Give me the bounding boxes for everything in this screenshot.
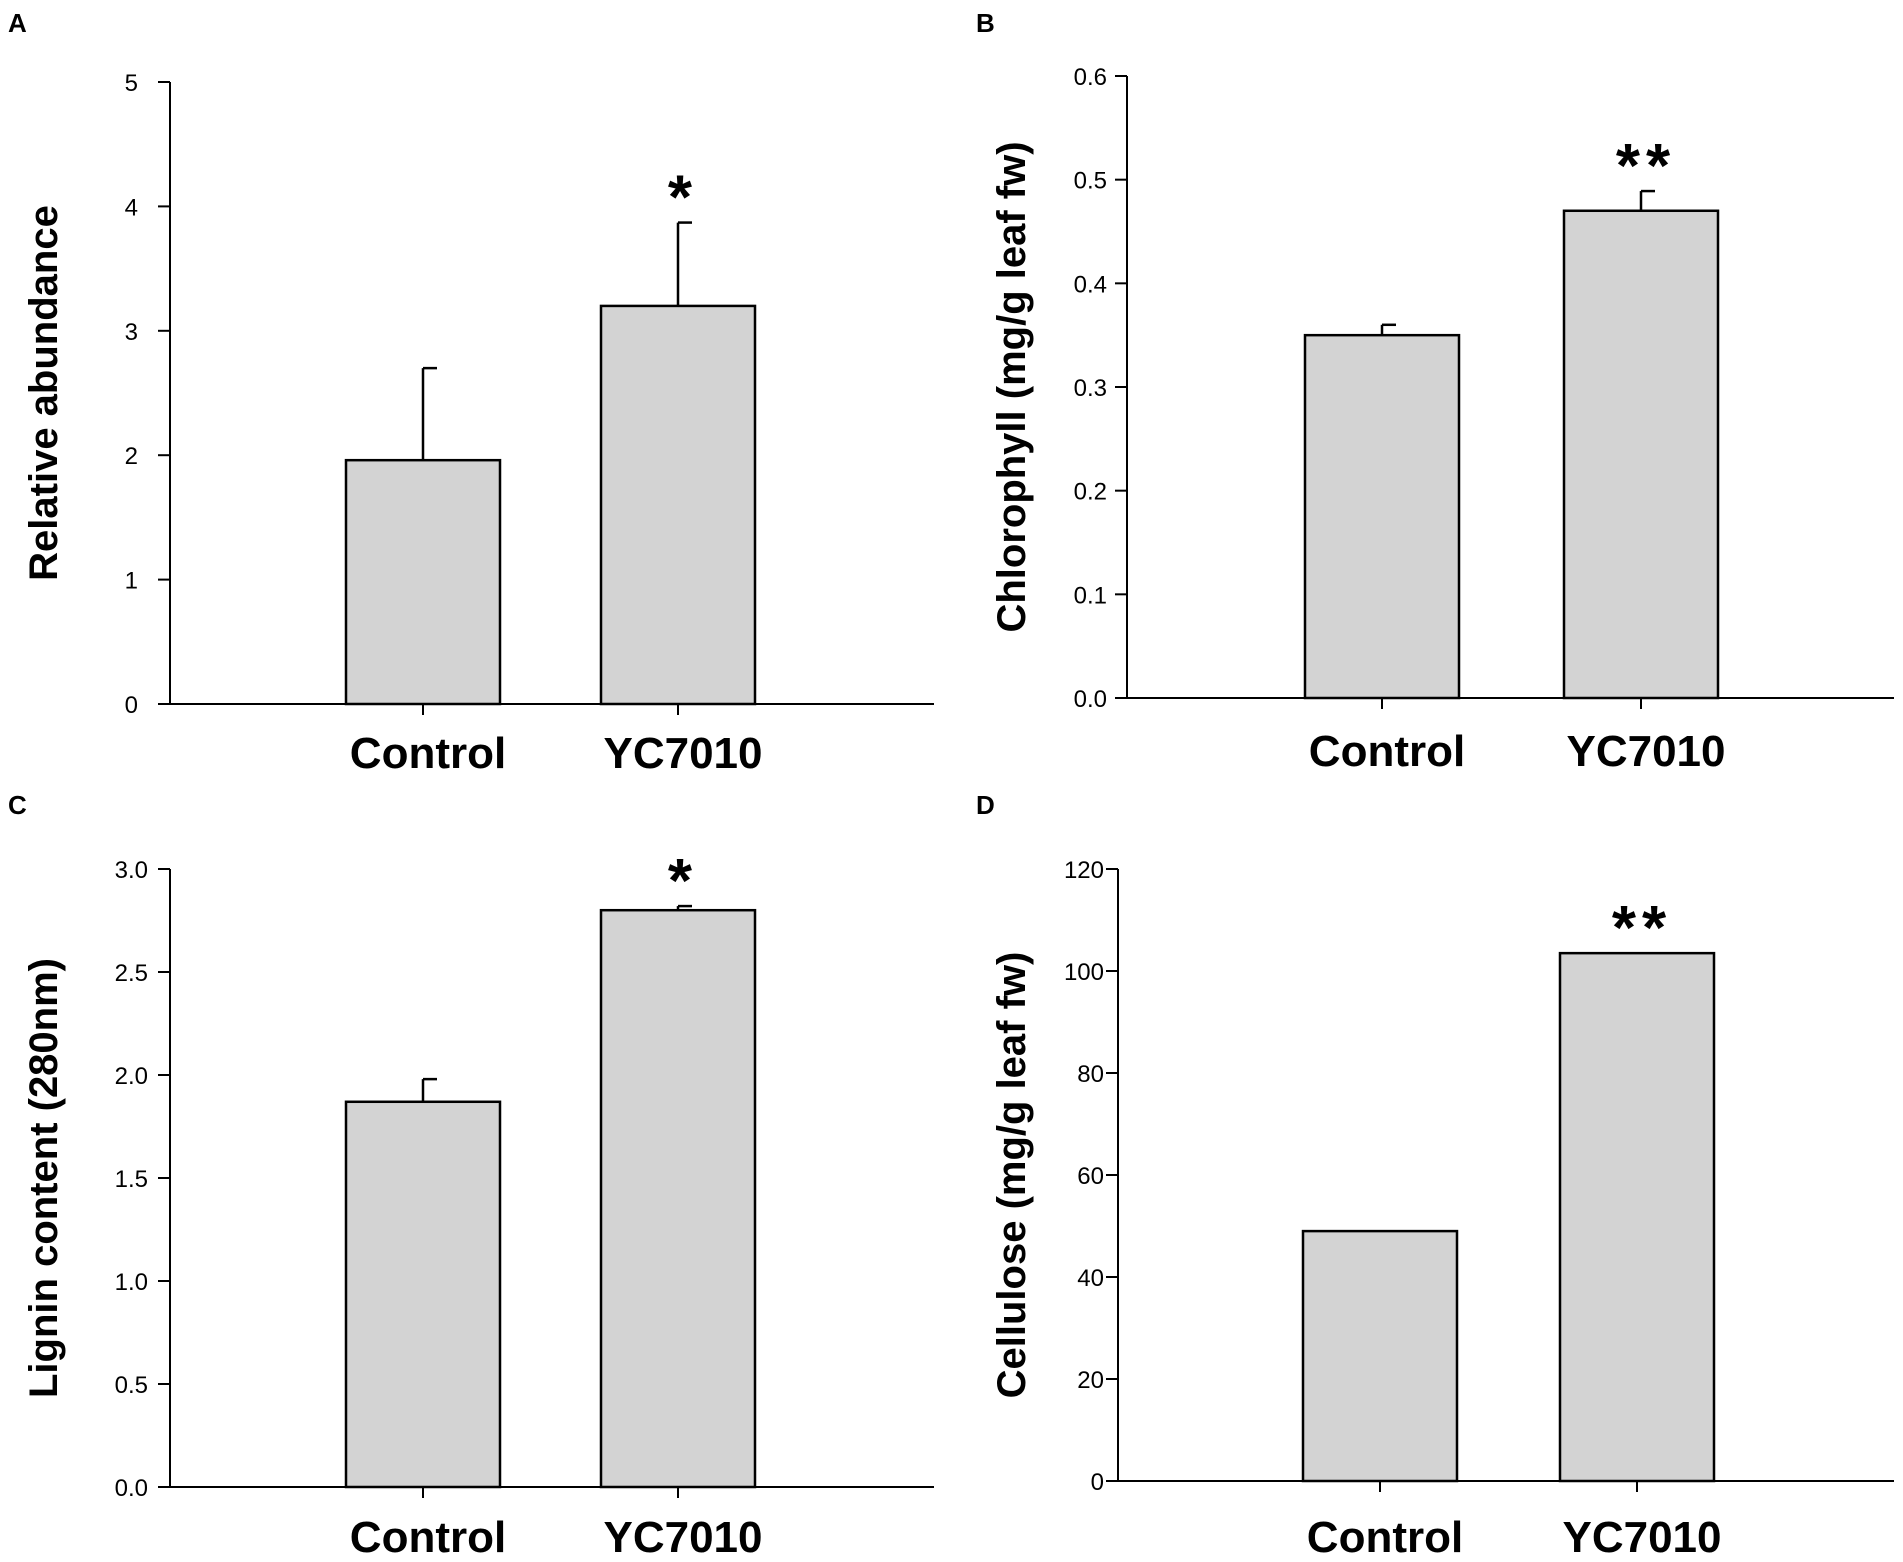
y-axis-title: Cellulose (mg/g leaf fw) <box>990 952 1034 1399</box>
y-tick-label: 2.5 <box>115 960 148 987</box>
x-category-label: Control <box>1307 1513 1463 1562</box>
y-tick-label: 0.0 <box>115 1475 148 1502</box>
significance-marker: ** <box>1612 894 1672 963</box>
y-tick-label: 0.2 <box>1074 479 1107 506</box>
y-tick-label: 0 <box>125 692 138 719</box>
bar-control <box>344 1100 502 1489</box>
bar-control <box>1303 333 1461 700</box>
panel-label: A <box>8 8 27 38</box>
y-tick-label: 0.6 <box>1074 64 1107 91</box>
y-tick-label: 0.5 <box>1074 168 1107 195</box>
panel-label: B <box>976 8 995 38</box>
y-tick-label: 60 <box>1077 1163 1104 1190</box>
y-tick-label: 4 <box>125 194 138 221</box>
y-tick-label: 20 <box>1077 1367 1104 1394</box>
y-tick-label: 1 <box>125 568 138 595</box>
y-tick-label: 3 <box>125 319 138 346</box>
y-tick-label: 3.0 <box>115 857 148 884</box>
y-axis-title: Relative abundance <box>22 205 66 581</box>
x-category-label: YC7010 <box>1562 1513 1721 1562</box>
y-tick-label: 40 <box>1077 1265 1104 1292</box>
y-tick-label: 80 <box>1077 1061 1104 1088</box>
y-tick-label: 100 <box>1064 959 1104 986</box>
panel-label: D <box>976 790 995 820</box>
x-category-label: Control <box>350 729 506 778</box>
bar-yc7010 <box>1562 209 1720 700</box>
bar-yc7010 <box>1558 951 1716 1483</box>
chart-panel-a: A 0 1 2 3 4 5 Relative abundance Control YC7010 * <box>8 8 934 778</box>
y-tick-label: 0.1 <box>1074 582 1107 609</box>
y-tick-label: 0.5 <box>115 1372 148 1399</box>
bar-yc7010 <box>599 304 757 706</box>
y-tick-label: 0.0 <box>1074 686 1107 713</box>
x-category-label: YC7010 <box>603 1513 762 1562</box>
y-tick-label: 120 <box>1064 857 1104 884</box>
significance-marker: ** <box>1616 132 1676 201</box>
chart-panel-d: D 0 20 40 60 80 100 120 Cellulose (mg/g leaf fw)… <box>976 790 1894 1562</box>
y-axis-title: Chlorophyll (mg/g leaf fw) <box>990 141 1034 632</box>
x-category-label: Control <box>1309 727 1465 776</box>
y-tick-label: 2.0 <box>115 1063 148 1090</box>
y-axis-title: Lignin content (280nm) <box>22 958 66 1398</box>
bar-yc7010 <box>599 908 757 1489</box>
y-tick-label: 0.4 <box>1074 271 1107 298</box>
significance-marker: * <box>668 164 698 233</box>
chart-panel-b: B 0.0 0.1 0.2 0.3 0.4 0.5 0.6 Chlorophyll (mg/g … <box>976 8 1894 776</box>
bar-control <box>344 458 502 706</box>
y-tick-label: 0 <box>1091 1469 1104 1496</box>
y-tick-label: 1.0 <box>115 1269 148 1296</box>
panel-label: C <box>8 790 27 820</box>
y-tick-label: 2 <box>125 443 138 470</box>
y-tick-label: 0.3 <box>1074 375 1107 402</box>
significance-marker: * <box>668 847 698 916</box>
x-category-label: Control <box>350 1513 506 1562</box>
chart-panel-c: C 0.0 0.5 1.0 1.5 2.0 2.5 3.0 Lignin content (28… <box>8 790 934 1562</box>
y-tick-label: 1.5 <box>115 1166 148 1193</box>
bar-control <box>1301 1229 1459 1483</box>
x-category-label: YC7010 <box>603 729 762 778</box>
y-tick-label: 5 <box>125 70 138 97</box>
x-category-label: YC7010 <box>1566 727 1725 776</box>
